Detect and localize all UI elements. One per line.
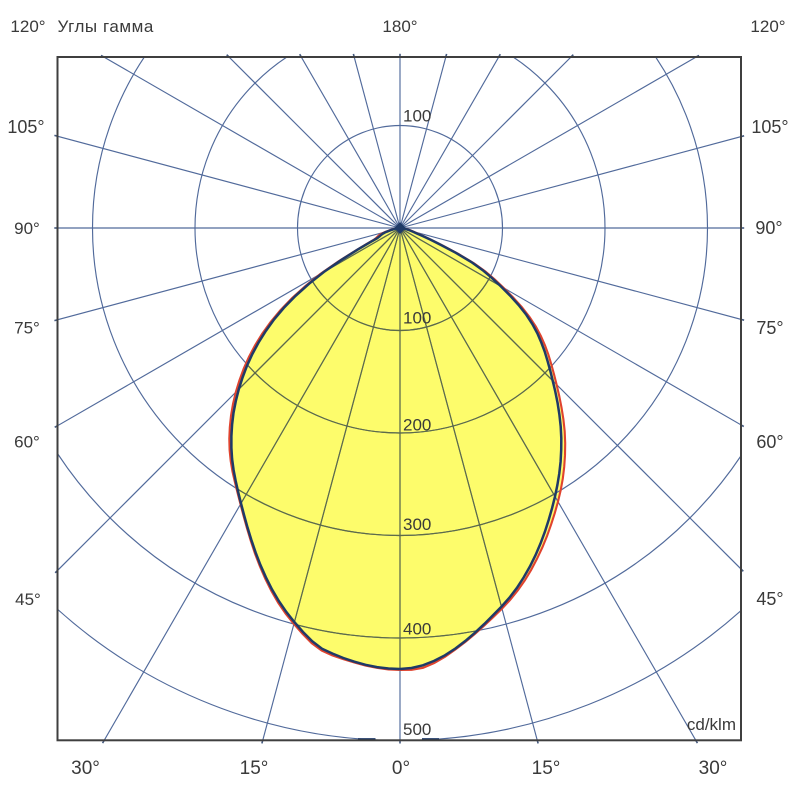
svg-text:120°: 120° — [750, 17, 785, 36]
svg-text:0°: 0° — [392, 758, 410, 779]
svg-text:30°: 30° — [699, 758, 728, 779]
svg-text:90°: 90° — [14, 219, 40, 238]
svg-text:75°: 75° — [756, 318, 783, 338]
svg-text:60°: 60° — [756, 432, 783, 452]
svg-text:120°: 120° — [10, 17, 45, 36]
svg-text:180°: 180° — [382, 17, 417, 36]
svg-text:15°: 15° — [240, 758, 269, 779]
svg-text:90°: 90° — [755, 218, 782, 238]
svg-text:45°: 45° — [756, 589, 783, 609]
svg-text:100: 100 — [403, 107, 431, 126]
svg-text:105°: 105° — [7, 117, 44, 137]
svg-text:105°: 105° — [751, 117, 788, 137]
svg-text:45°: 45° — [15, 590, 41, 609]
svg-text:300: 300 — [403, 515, 431, 534]
svg-text:500: 500 — [403, 720, 431, 739]
svg-text:75°: 75° — [14, 319, 40, 338]
svg-text:15°: 15° — [532, 758, 561, 779]
svg-text:60°: 60° — [14, 433, 40, 452]
svg-text:200: 200 — [403, 416, 431, 435]
svg-text:400: 400 — [403, 620, 431, 639]
svg-text:100: 100 — [403, 309, 431, 328]
svg-text:Углы гамма: Углы гамма — [58, 17, 154, 36]
svg-text:cd/klm: cd/klm — [687, 715, 736, 734]
svg-text:30°: 30° — [71, 758, 100, 779]
